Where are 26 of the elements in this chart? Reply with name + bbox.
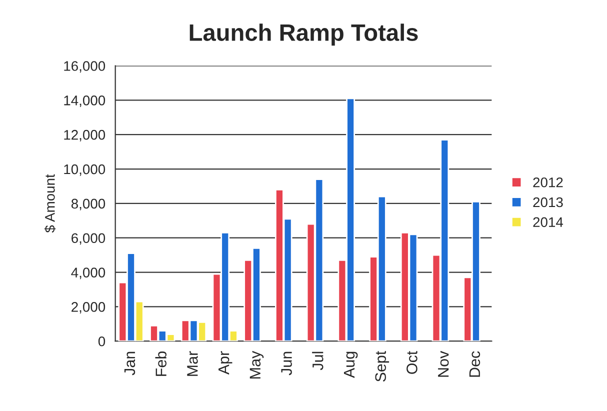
legend-label: 2012 bbox=[533, 177, 563, 188]
x-tick-label: Mar bbox=[187, 351, 198, 376]
x-tick-label: Jun bbox=[281, 352, 292, 376]
y-tick-label: 16,000 bbox=[64, 61, 106, 73]
x-tick-label: Jan bbox=[124, 352, 136, 376]
y-tick-label: 0 bbox=[98, 336, 106, 346]
x-tick-label: Nov bbox=[438, 350, 449, 377]
x-tick-label: Apr bbox=[218, 351, 232, 375]
x-tick-label: Aug bbox=[344, 352, 358, 378]
x-tick-label: Oct bbox=[406, 350, 418, 374]
y-tick-label: 12,000 bbox=[64, 130, 106, 142]
y-tick-label: 8,000 bbox=[71, 198, 106, 210]
x-tick-label: Sept bbox=[375, 350, 390, 382]
legend-label: 2014 bbox=[533, 217, 564, 228]
y-tick-label: 14,000 bbox=[64, 96, 106, 107]
y-tick-label: 10,000 bbox=[64, 164, 106, 176]
y-tick-label: 2,000 bbox=[72, 302, 106, 314]
x-tick-label: Jul bbox=[312, 352, 324, 370]
chart-title: Launch Ramp Totals bbox=[190, 24, 418, 46]
y-tick-label: 6,000 bbox=[72, 233, 106, 245]
y-tick-label: 4,000 bbox=[71, 268, 106, 280]
y-axis-title: $ Amount bbox=[44, 174, 56, 233]
x-tick-label: Feb bbox=[155, 351, 166, 376]
legend-label: 2013 bbox=[533, 197, 563, 208]
x-tick-label: Dec bbox=[469, 351, 480, 377]
x-tick-label: May bbox=[250, 350, 264, 378]
